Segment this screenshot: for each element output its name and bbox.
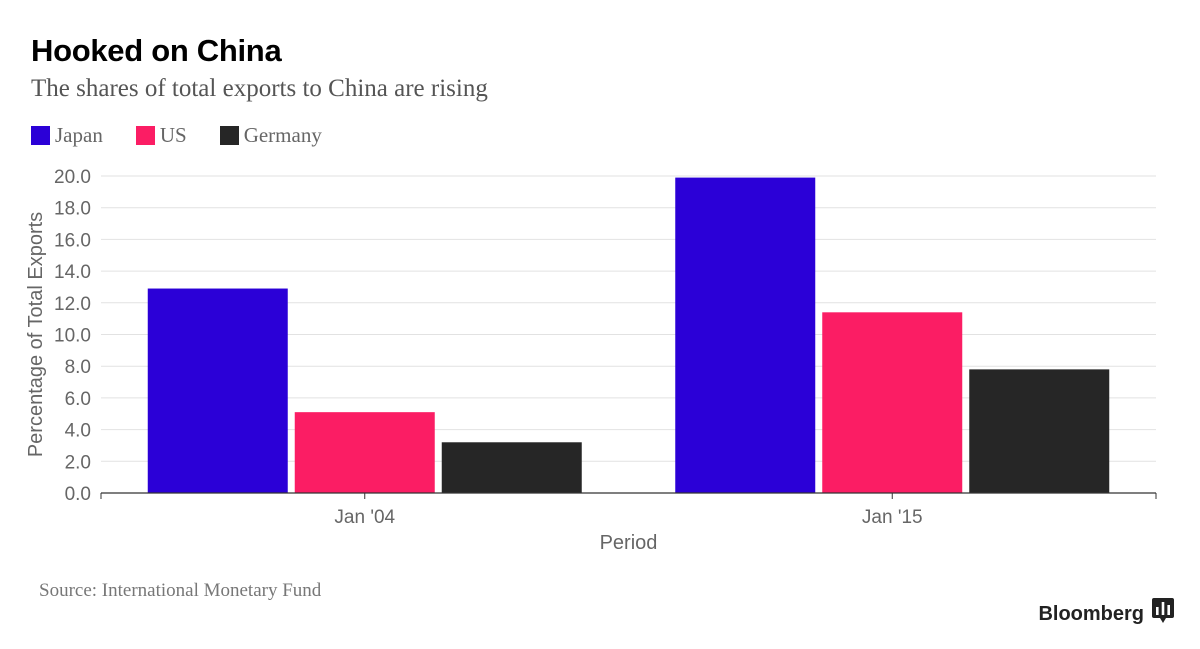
bloomberg-bars-icon xyxy=(1152,598,1174,630)
legend-swatch-germany xyxy=(219,126,239,145)
brand-logo: Bloomberg xyxy=(1038,598,1174,630)
bar-japan-jan-04 xyxy=(147,288,288,493)
y-tick-label: 2.0 xyxy=(65,452,91,473)
legend-item-us: US xyxy=(135,123,187,148)
legend: Japan US Germany xyxy=(31,123,355,148)
bar-germany-jan-15 xyxy=(969,369,1110,493)
bar-germany-jan-04 xyxy=(441,442,582,493)
y-tick-label: 14.0 xyxy=(54,262,91,283)
y-tick-label: 6.0 xyxy=(65,389,91,410)
x-tick-label: Jan '04 xyxy=(334,507,395,528)
legend-swatch-japan xyxy=(31,126,50,145)
y-tick-label: 12.0 xyxy=(54,294,91,315)
legend-swatch-us xyxy=(135,126,155,145)
bar-us-jan-04 xyxy=(294,412,435,493)
legend-label-japan: Japan xyxy=(55,123,103,147)
y-tick-label: 20.0 xyxy=(54,167,91,188)
chart-subtitle: The shares of total exports to China are… xyxy=(31,75,488,102)
brand-name: Bloomberg xyxy=(1038,602,1144,625)
chart-title: Hooked on China xyxy=(31,33,282,68)
y-tick-label: 0.0 xyxy=(65,484,91,505)
y-tick-label: 18.0 xyxy=(54,199,91,220)
legend-label-us: US xyxy=(159,123,187,147)
y-tick-label: 8.0 xyxy=(65,357,91,378)
x-axis-title: Period xyxy=(600,532,658,554)
source-note: Source: International Monetary Fund xyxy=(39,580,322,601)
legend-item-germany: Germany xyxy=(219,123,322,148)
x-tick-label: Jan '15 xyxy=(862,507,923,528)
y-tick-label: 4.0 xyxy=(65,421,91,442)
bar-us-jan-15 xyxy=(822,312,963,493)
bar-japan-jan-15 xyxy=(675,177,816,493)
y-axis-title: Percentage of Total Exports xyxy=(25,212,47,457)
legend-label-germany: Germany xyxy=(243,123,322,147)
legend-item-japan: Japan xyxy=(31,123,103,148)
y-tick-label: 16.0 xyxy=(54,230,91,251)
y-tick-label: 10.0 xyxy=(54,326,91,347)
